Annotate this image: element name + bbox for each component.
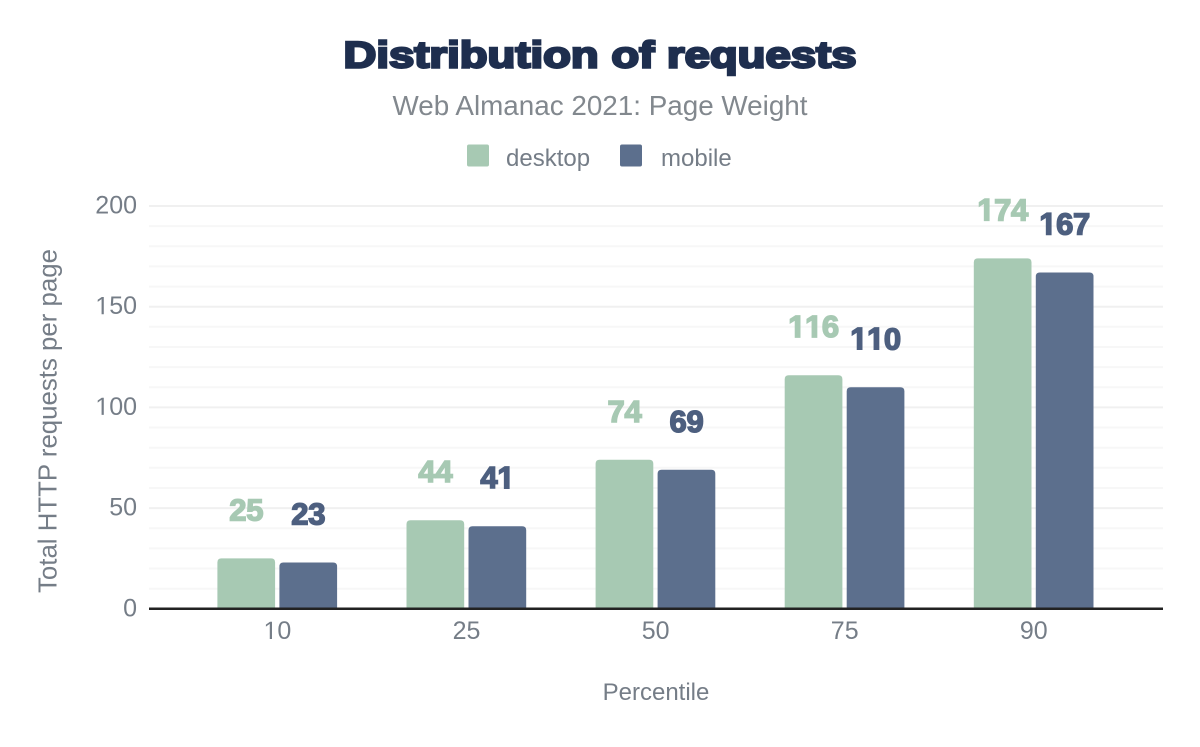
svg-text:0: 0: [123, 494, 137, 522]
svg-text:2: 2: [453, 617, 467, 645]
svg-text:7: 7: [607, 394, 624, 429]
svg-text:0: 0: [656, 617, 670, 645]
svg-text:6: 6: [822, 309, 839, 344]
svg-text:0: 0: [277, 617, 291, 645]
svg-text:0: 0: [123, 192, 137, 220]
svg-text:9: 9: [686, 404, 703, 439]
svg-text:0: 0: [109, 393, 123, 421]
svg-text:0: 0: [123, 594, 137, 622]
svg-text:4: 4: [435, 454, 453, 489]
svg-text:0: 0: [109, 192, 123, 220]
svg-text:Web Almanac 2021: Page Weight: Web Almanac 2021: Page Weight: [393, 90, 808, 121]
svg-text:2: 2: [291, 496, 308, 531]
svg-text:7: 7: [994, 192, 1011, 227]
svg-text:Total HTTP requests per page: Total HTTP requests per page: [33, 249, 63, 593]
svg-text:3: 3: [308, 496, 325, 531]
svg-text:5: 5: [845, 617, 859, 645]
svg-text:4: 4: [1011, 192, 1029, 227]
svg-text:desktop: desktop: [506, 145, 590, 172]
svg-text:2: 2: [229, 492, 246, 527]
svg-text:7: 7: [1073, 206, 1090, 241]
svg-text:6: 6: [669, 404, 686, 439]
svg-text:4: 4: [480, 460, 498, 495]
svg-text:5: 5: [466, 617, 480, 645]
svg-text:5: 5: [109, 494, 123, 522]
svg-text:9: 9: [1020, 617, 1034, 645]
svg-text:5: 5: [642, 617, 656, 645]
svg-text:0: 0: [123, 292, 137, 320]
svg-text:0: 0: [123, 393, 137, 421]
svg-text:5: 5: [246, 492, 263, 527]
svg-text:4: 4: [418, 454, 436, 489]
svg-text:5: 5: [109, 292, 123, 320]
svg-text:0: 0: [1034, 617, 1048, 645]
svg-text:6: 6: [1056, 206, 1073, 241]
svg-text:4: 4: [624, 394, 642, 429]
svg-text:2: 2: [95, 192, 109, 220]
svg-text:mobile: mobile: [661, 145, 732, 172]
svg-text:0: 0: [884, 321, 901, 356]
svg-text:7: 7: [831, 617, 845, 645]
svg-text:Distribution of requests: Distribution of requests: [344, 34, 857, 76]
svg-text:Percentile: Percentile: [603, 679, 710, 706]
